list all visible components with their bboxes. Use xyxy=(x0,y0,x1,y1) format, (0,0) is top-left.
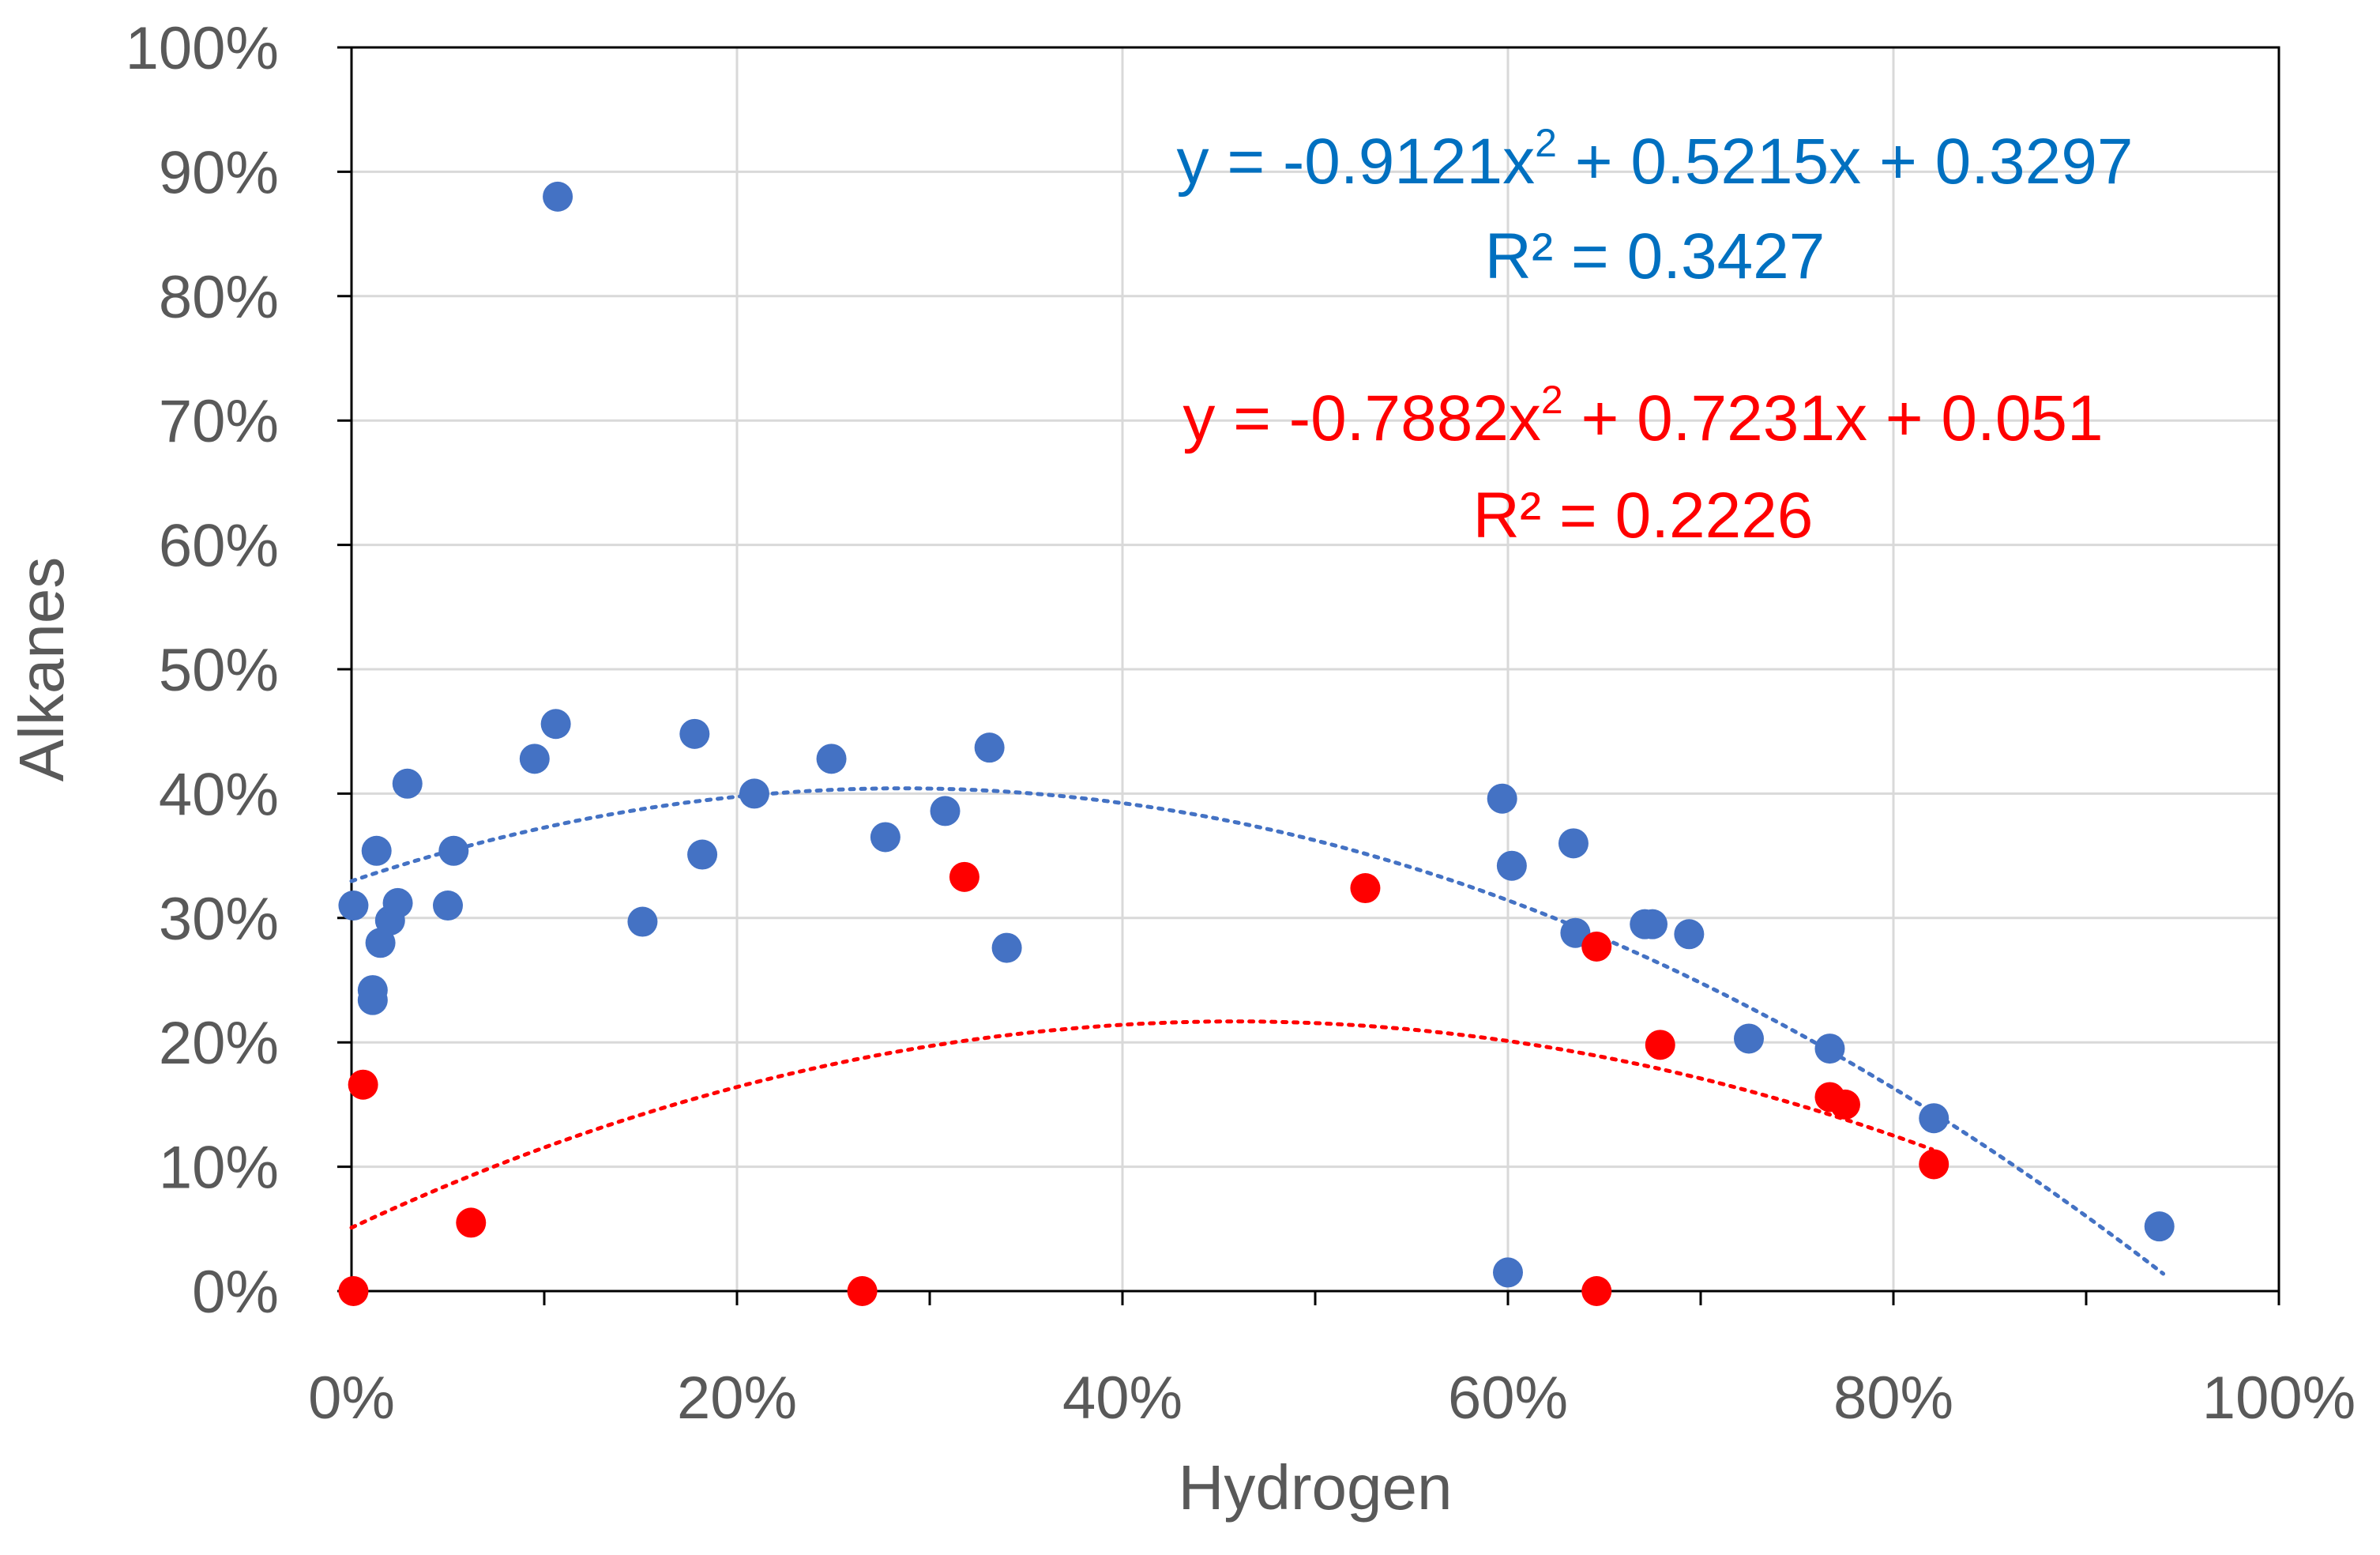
blue-r2: R² = 0.3427 xyxy=(1485,220,1825,292)
axis-ticks: 0% 10% 20% 30% 40% 50% 60% 70% 80% 90% 100% 0% 20% 40… xyxy=(126,15,2356,1432)
blue-point xyxy=(1493,1257,1523,1288)
x-tick-label: 100% xyxy=(2202,1365,2356,1432)
red-point xyxy=(1645,1030,1675,1060)
x-axis-title: Hydrogen xyxy=(1179,1452,1453,1523)
blue-eq-sup: 2 xyxy=(1535,121,1557,165)
red-eq-main: y = -0.7882x xyxy=(1182,382,1541,454)
y-tick-label: 0% xyxy=(192,1259,279,1326)
blue-point xyxy=(438,835,469,866)
y-axis-title: Alkanes xyxy=(6,557,77,782)
y-tick-label: 60% xyxy=(159,513,279,580)
blue-point xyxy=(1487,783,1517,814)
blue-point xyxy=(543,181,573,212)
data-points xyxy=(338,181,2175,1306)
blue-point xyxy=(365,928,396,958)
red-point xyxy=(1919,1149,1949,1180)
blue-point xyxy=(1674,919,1705,950)
red-point xyxy=(1350,873,1381,904)
blue-point xyxy=(1919,1103,1949,1134)
red-point xyxy=(847,1276,878,1306)
red-trend-equation: y = -0.7882x2 + 0.7231x + 0.051 xyxy=(1182,378,2103,454)
blue-point xyxy=(679,718,710,749)
blue-point xyxy=(338,890,369,921)
blue-point xyxy=(1558,828,1589,859)
x-tick-label: 80% xyxy=(1833,1365,1953,1432)
blue-point xyxy=(930,796,961,826)
blue-point xyxy=(974,732,1005,763)
blue-point xyxy=(687,839,718,870)
y-tick-label: 70% xyxy=(159,388,279,455)
blue-point xyxy=(2144,1211,2175,1242)
red-point xyxy=(338,1276,369,1306)
red-point xyxy=(348,1069,378,1100)
blue-eq-main: y = -0.9121x xyxy=(1177,126,1536,198)
red-point xyxy=(1581,1276,1612,1306)
y-tick-label: 80% xyxy=(159,264,279,331)
trendlines xyxy=(349,786,2166,1276)
blue-point xyxy=(1814,1034,1845,1064)
blue-point xyxy=(739,778,769,809)
red-trendline xyxy=(349,1019,1934,1230)
x-tick-label: 0% xyxy=(308,1365,395,1432)
blue-point xyxy=(991,932,1022,963)
y-tick-label: 100% xyxy=(126,15,279,82)
red-point xyxy=(1581,932,1612,962)
blue-point xyxy=(870,822,900,853)
gridlines xyxy=(350,46,2280,1293)
blue-point xyxy=(627,906,658,937)
y-tick-label: 30% xyxy=(159,886,279,953)
x-tick-label: 60% xyxy=(1448,1365,1568,1432)
blue-point xyxy=(1734,1023,1764,1054)
blue-point xyxy=(361,835,392,866)
y-tick-label: 20% xyxy=(159,1010,279,1077)
blue-point xyxy=(1496,850,1527,881)
blue-point xyxy=(519,744,550,774)
blue-trendline xyxy=(349,786,2166,1276)
blue-point xyxy=(1560,917,1591,948)
blue-point xyxy=(357,985,388,1015)
y-tick-label: 50% xyxy=(159,637,279,704)
y-tick-label: 40% xyxy=(159,761,279,828)
red-point xyxy=(1830,1089,1860,1120)
red-eq-sup: 2 xyxy=(1541,378,1563,422)
blue-point xyxy=(816,744,847,774)
red-eq-rest: + 0.7231x + 0.051 xyxy=(1563,382,2104,454)
y-tick-label: 10% xyxy=(159,1135,279,1202)
red-r2: R² = 0.2226 xyxy=(1473,480,1814,552)
x-tick-label: 40% xyxy=(1062,1365,1182,1432)
blue-eq-rest: + 0.5215x + 0.3297 xyxy=(1557,126,2134,198)
y-tick-label: 90% xyxy=(159,139,279,206)
red-point xyxy=(456,1207,487,1238)
blue-point xyxy=(392,768,423,799)
blue-point xyxy=(540,709,571,740)
blue-point xyxy=(433,890,463,921)
blue-point xyxy=(382,887,413,918)
red-point xyxy=(949,861,979,892)
blue-trend-equation: y = -0.9121x2 + 0.5215x + 0.3297 xyxy=(1177,121,2134,198)
blue-point xyxy=(1637,909,1668,939)
x-tick-label: 20% xyxy=(677,1365,797,1432)
